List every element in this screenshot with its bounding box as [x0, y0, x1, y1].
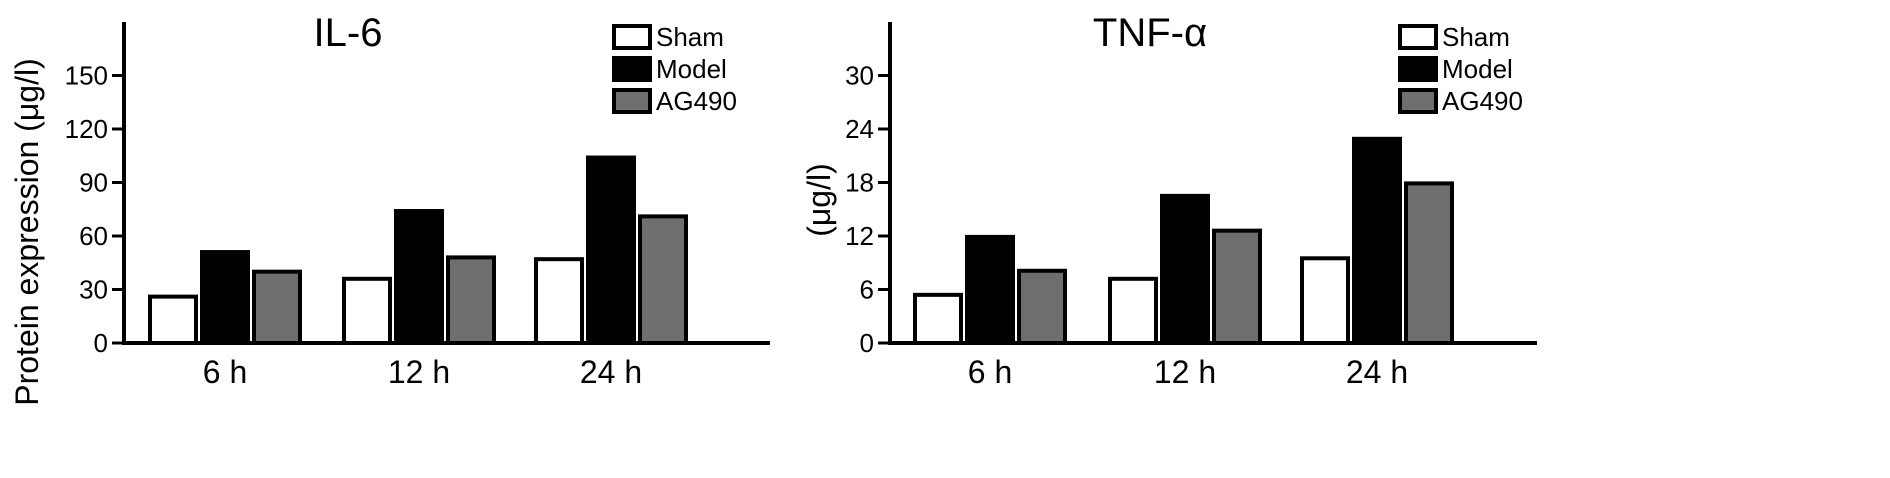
y-tick-label: 150 [65, 61, 108, 91]
bar-sham-24h [1300, 256, 1350, 345]
bar-sham-12h [342, 276, 392, 345]
legend-label-ag490: AG490 [656, 86, 737, 116]
chart-title: TNF-α [1093, 11, 1207, 55]
chart-tnf-alpha: TNF-α (μg/l) 0 6 12 18 24 30 6 h 12 h 24 h ShamMode… [801, 11, 1537, 390]
y-axis-label: Protein expression (μg/l) [9, 58, 45, 405]
x-category-label: 24 h [1346, 354, 1408, 390]
y-tick-label: 90 [79, 168, 108, 198]
y-tick-label: 12 [845, 221, 874, 251]
x-category-label: 12 h [388, 354, 450, 390]
bar-model-12h [394, 209, 444, 345]
legend-swatch-ag490 [1398, 88, 1438, 114]
legend-label-sham: Sham [656, 22, 724, 52]
bar-ag490-12h [446, 255, 496, 345]
y-tick-label: 120 [65, 114, 108, 144]
legend-swatch-model [1398, 56, 1438, 82]
legend-swatch-ag490 [612, 88, 652, 114]
x-category-label: 6 h [203, 354, 247, 390]
y-tick-label: 30 [79, 275, 108, 305]
y-tick-label: 0 [860, 328, 874, 358]
y-tick-label: 18 [845, 168, 874, 198]
bar-model-24h [1352, 136, 1402, 345]
bar-ag490-24h [638, 214, 688, 345]
bar-sham-6h [148, 294, 198, 345]
legend-swatch-model [612, 56, 652, 82]
chart-il6: IL-6 Protein expression (μg/l) 0 30 60 90 120 1… [9, 11, 770, 406]
bar-ag490-6h [1017, 268, 1067, 345]
bar-sham-6h [913, 292, 963, 346]
x-category-label: 12 h [1154, 354, 1216, 390]
legend-label-ag490: AG490 [1442, 86, 1523, 116]
bar-ag490-12h [1212, 228, 1262, 345]
bar-ag490-24h [1404, 181, 1454, 345]
bar-model-6h [200, 250, 250, 345]
legend-label-model: Model [1442, 54, 1513, 84]
bar-ag490-6h [252, 269, 302, 345]
legend-swatch-sham [1398, 24, 1438, 50]
y-tick-label: 24 [845, 114, 874, 144]
y-tick-label: 30 [845, 61, 874, 91]
x-category-label: 24 h [580, 354, 642, 390]
bar-model-24h [586, 155, 636, 345]
bar-model-12h [1160, 193, 1210, 345]
legend-label-model: Model [656, 54, 727, 84]
y-axis-label: (μg/l) [801, 163, 837, 237]
x-category-label: 6 h [968, 354, 1012, 390]
legend-swatch-sham [612, 24, 652, 50]
bar-sham-12h [1108, 276, 1158, 345]
y-tick-label: 0 [94, 328, 108, 358]
bar-sham-24h [534, 257, 584, 345]
y-tick-label: 60 [79, 221, 108, 251]
bar-model-6h [965, 234, 1015, 345]
chart-title: IL-6 [314, 11, 383, 55]
y-tick-label: 6 [860, 275, 874, 305]
legend-label-sham: Sham [1442, 22, 1510, 52]
